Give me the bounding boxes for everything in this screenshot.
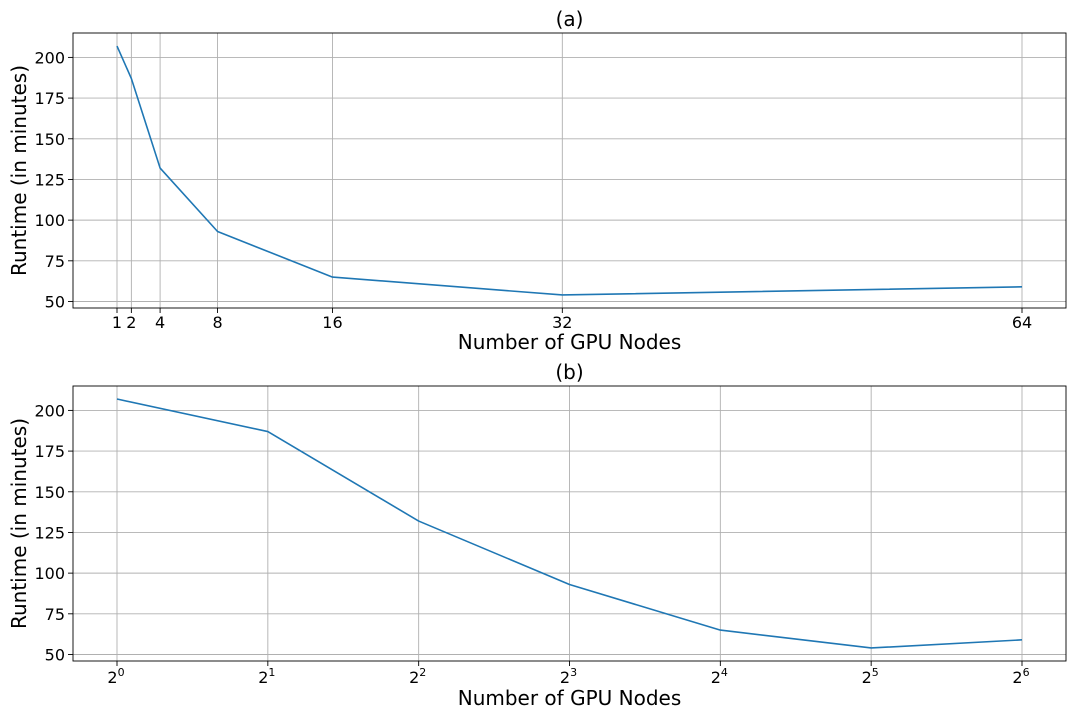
x-axis-title: Number of GPU Nodes <box>458 686 682 710</box>
x-tick-label: 16 <box>322 313 342 332</box>
y-tick-label: 125 <box>34 170 65 189</box>
x-axis-title: Number of GPU Nodes <box>458 330 682 354</box>
chart-title: (a) <box>556 7 584 31</box>
x-tick-label: 23 <box>560 666 577 687</box>
y-tick-label: 50 <box>45 292 65 311</box>
y-tick-label: 150 <box>34 130 65 149</box>
x-tick-label: 20 <box>107 666 124 687</box>
y-tick-label: 100 <box>34 564 65 583</box>
y-tick-label: 125 <box>34 523 65 542</box>
plot-frame <box>72 32 1067 309</box>
y-tick-label: 75 <box>45 605 65 624</box>
y-tick-label: 200 <box>34 401 65 420</box>
x-tick-label: 21 <box>258 666 275 687</box>
x-tick-label: 32 <box>552 313 572 332</box>
y-axis-title: Runtime (in minutes) <box>7 418 31 629</box>
x-tick-label: 4 <box>155 313 165 332</box>
x-tick-label: 2 <box>126 313 136 332</box>
x-tick-label: 22 <box>409 666 426 687</box>
chart-panel-a: 1 2 4 8 16 32 64 50 75 100 125 150 175 200 (a) Number o… <box>7 7 1067 354</box>
x-tick-label: 64 <box>1012 313 1032 332</box>
y-tick-label: 100 <box>34 211 65 230</box>
y-tick-label: 175 <box>34 89 65 108</box>
y-tick-label: 175 <box>34 442 65 461</box>
y-tick-label: 200 <box>34 48 65 67</box>
x-tick-label: 8 <box>212 313 222 332</box>
series-line <box>116 398 1023 649</box>
y-tick-label: 50 <box>45 645 65 664</box>
chart-panel-b: 20 21 22 23 24 25 26 50 75 100 125 150 175 200 (b) Numb… <box>7 360 1067 710</box>
series-line <box>116 45 1023 296</box>
y-tick-label: 75 <box>45 252 65 271</box>
y-axis-title: Runtime (in minutes) <box>7 65 31 276</box>
x-tick-label: 24 <box>711 666 728 687</box>
y-tick-label: 150 <box>34 483 65 502</box>
x-tick-label: 26 <box>1012 666 1029 687</box>
chart-title: (b) <box>555 360 583 384</box>
x-tick-label: 1 <box>112 313 122 332</box>
x-tick-label: 25 <box>862 666 879 687</box>
